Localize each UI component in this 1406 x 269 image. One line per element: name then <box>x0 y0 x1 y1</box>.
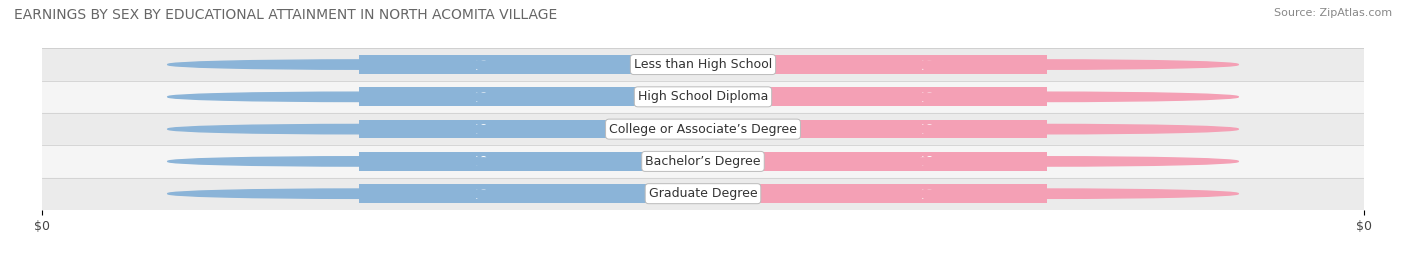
Bar <box>42 81 1364 113</box>
Bar <box>360 55 703 74</box>
Legend: Male, Female: Male, Female <box>630 264 776 269</box>
Text: $0: $0 <box>472 92 488 102</box>
Text: $0: $0 <box>918 189 934 199</box>
Circle shape <box>855 92 1239 101</box>
Text: $0: $0 <box>918 92 934 102</box>
Text: College or Associate’s Degree: College or Associate’s Degree <box>609 123 797 136</box>
Circle shape <box>167 157 551 166</box>
Bar <box>360 120 703 139</box>
Text: $0: $0 <box>918 59 934 70</box>
Text: Source: ZipAtlas.com: Source: ZipAtlas.com <box>1274 8 1392 18</box>
Bar <box>42 145 1364 178</box>
Text: $0: $0 <box>472 189 488 199</box>
Text: $0: $0 <box>472 156 488 167</box>
Text: EARNINGS BY SEX BY EDUCATIONAL ATTAINMENT IN NORTH ACOMITA VILLAGE: EARNINGS BY SEX BY EDUCATIONAL ATTAINMEN… <box>14 8 557 22</box>
Text: $0: $0 <box>918 124 934 134</box>
Circle shape <box>855 189 1239 198</box>
Bar <box>42 48 1364 81</box>
Text: $0: $0 <box>918 156 934 167</box>
Bar <box>360 184 703 203</box>
Bar <box>360 87 703 106</box>
Bar <box>42 113 1364 145</box>
Bar <box>360 152 703 171</box>
Circle shape <box>167 60 551 69</box>
Text: $0: $0 <box>472 124 488 134</box>
Text: Graduate Degree: Graduate Degree <box>648 187 758 200</box>
Bar <box>703 55 1046 74</box>
Text: Bachelor’s Degree: Bachelor’s Degree <box>645 155 761 168</box>
Circle shape <box>167 125 551 134</box>
Circle shape <box>167 92 551 101</box>
Circle shape <box>855 125 1239 134</box>
Bar <box>703 87 1046 106</box>
Text: $0: $0 <box>472 59 488 70</box>
Circle shape <box>167 189 551 198</box>
Circle shape <box>855 157 1239 166</box>
Bar <box>703 120 1046 139</box>
Text: Less than High School: Less than High School <box>634 58 772 71</box>
Bar <box>42 178 1364 210</box>
Bar <box>703 184 1046 203</box>
Circle shape <box>855 60 1239 69</box>
Text: High School Diploma: High School Diploma <box>638 90 768 103</box>
Bar <box>703 152 1046 171</box>
